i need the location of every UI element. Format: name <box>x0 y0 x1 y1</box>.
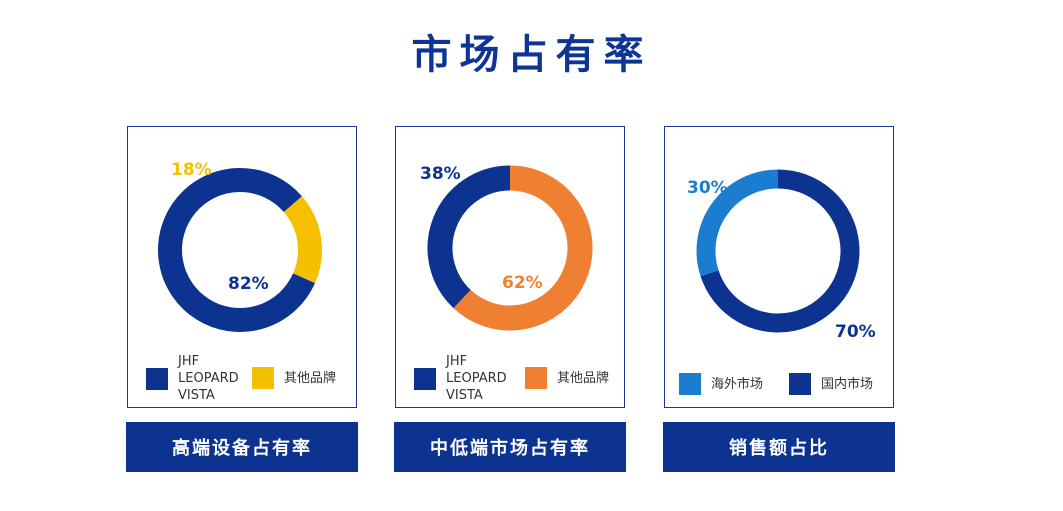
donut-chart-mid-low <box>427 165 593 331</box>
legend-swatch <box>414 367 436 390</box>
donut-chart-sales <box>696 169 860 333</box>
caption-high-end: 高端设备占有率 <box>126 422 358 472</box>
caption-mid-low: 中低端市场占有率 <box>394 422 626 472</box>
slice-label-other-brands: 18% <box>171 160 212 180</box>
chart-panel-high-end: 18% 82% JHF LEOPARD VISTA 其他品牌 <box>127 126 357 408</box>
donut-slice-a <box>696 169 779 277</box>
legend-item-other-brands: 其他品牌 <box>525 367 609 389</box>
slice-label-jhf: 82% <box>228 274 269 294</box>
legend-swatch <box>252 367 274 389</box>
legend-swatch <box>525 367 547 389</box>
legend-item-jhf: JHF LEOPARD VISTA <box>414 353 507 404</box>
legend-label: JHF LEOPARD VISTA <box>178 354 239 403</box>
legend: JHF LEOPARD VISTA 其他品牌 <box>146 353 350 403</box>
legend-swatch <box>146 367 168 390</box>
donut-slice-b <box>283 196 322 284</box>
legend-label: 其他品牌 <box>557 370 610 386</box>
legend-label: JHF LEOPARD VISTA <box>446 354 507 403</box>
legend-swatch <box>679 373 701 395</box>
legend-label: 国内市场 <box>821 376 874 392</box>
legend-item-overseas: 海外市场 <box>679 373 763 395</box>
legend: JHF LEOPARD VISTA 其他品牌 <box>414 353 618 403</box>
legend-label: 其他品牌 <box>284 370 337 386</box>
caption-sales: 销售额占比 <box>663 422 895 472</box>
slice-label-domestic: 70% <box>835 322 876 342</box>
slice-label-jhf: 38% <box>420 164 461 184</box>
donut-slice-a <box>158 168 316 332</box>
legend-swatch <box>789 373 811 395</box>
legend-item-domestic: 国内市场 <box>789 373 873 395</box>
page-title: 市场占有率 <box>411 32 652 78</box>
donut-slice-b <box>700 169 860 333</box>
donut-chart-high-end <box>158 168 322 332</box>
legend-item-jhf: JHF LEOPARD VISTA <box>146 353 239 404</box>
donut-slice-b <box>453 165 593 331</box>
legend-label: 海外市场 <box>711 376 764 392</box>
legend: 海外市场 国内市场 <box>679 353 887 403</box>
chart-panel-sales: 30% 70% 海外市场 国内市场 <box>664 126 894 408</box>
slice-label-other-brands: 62% <box>502 273 543 293</box>
donut-slice-a <box>427 165 511 309</box>
legend-item-other-brands: 其他品牌 <box>252 367 336 389</box>
chart-panel-mid-low: 38% 62% JHF LEOPARD VISTA 其他品牌 <box>395 126 625 408</box>
slice-label-overseas: 30% <box>687 178 728 198</box>
